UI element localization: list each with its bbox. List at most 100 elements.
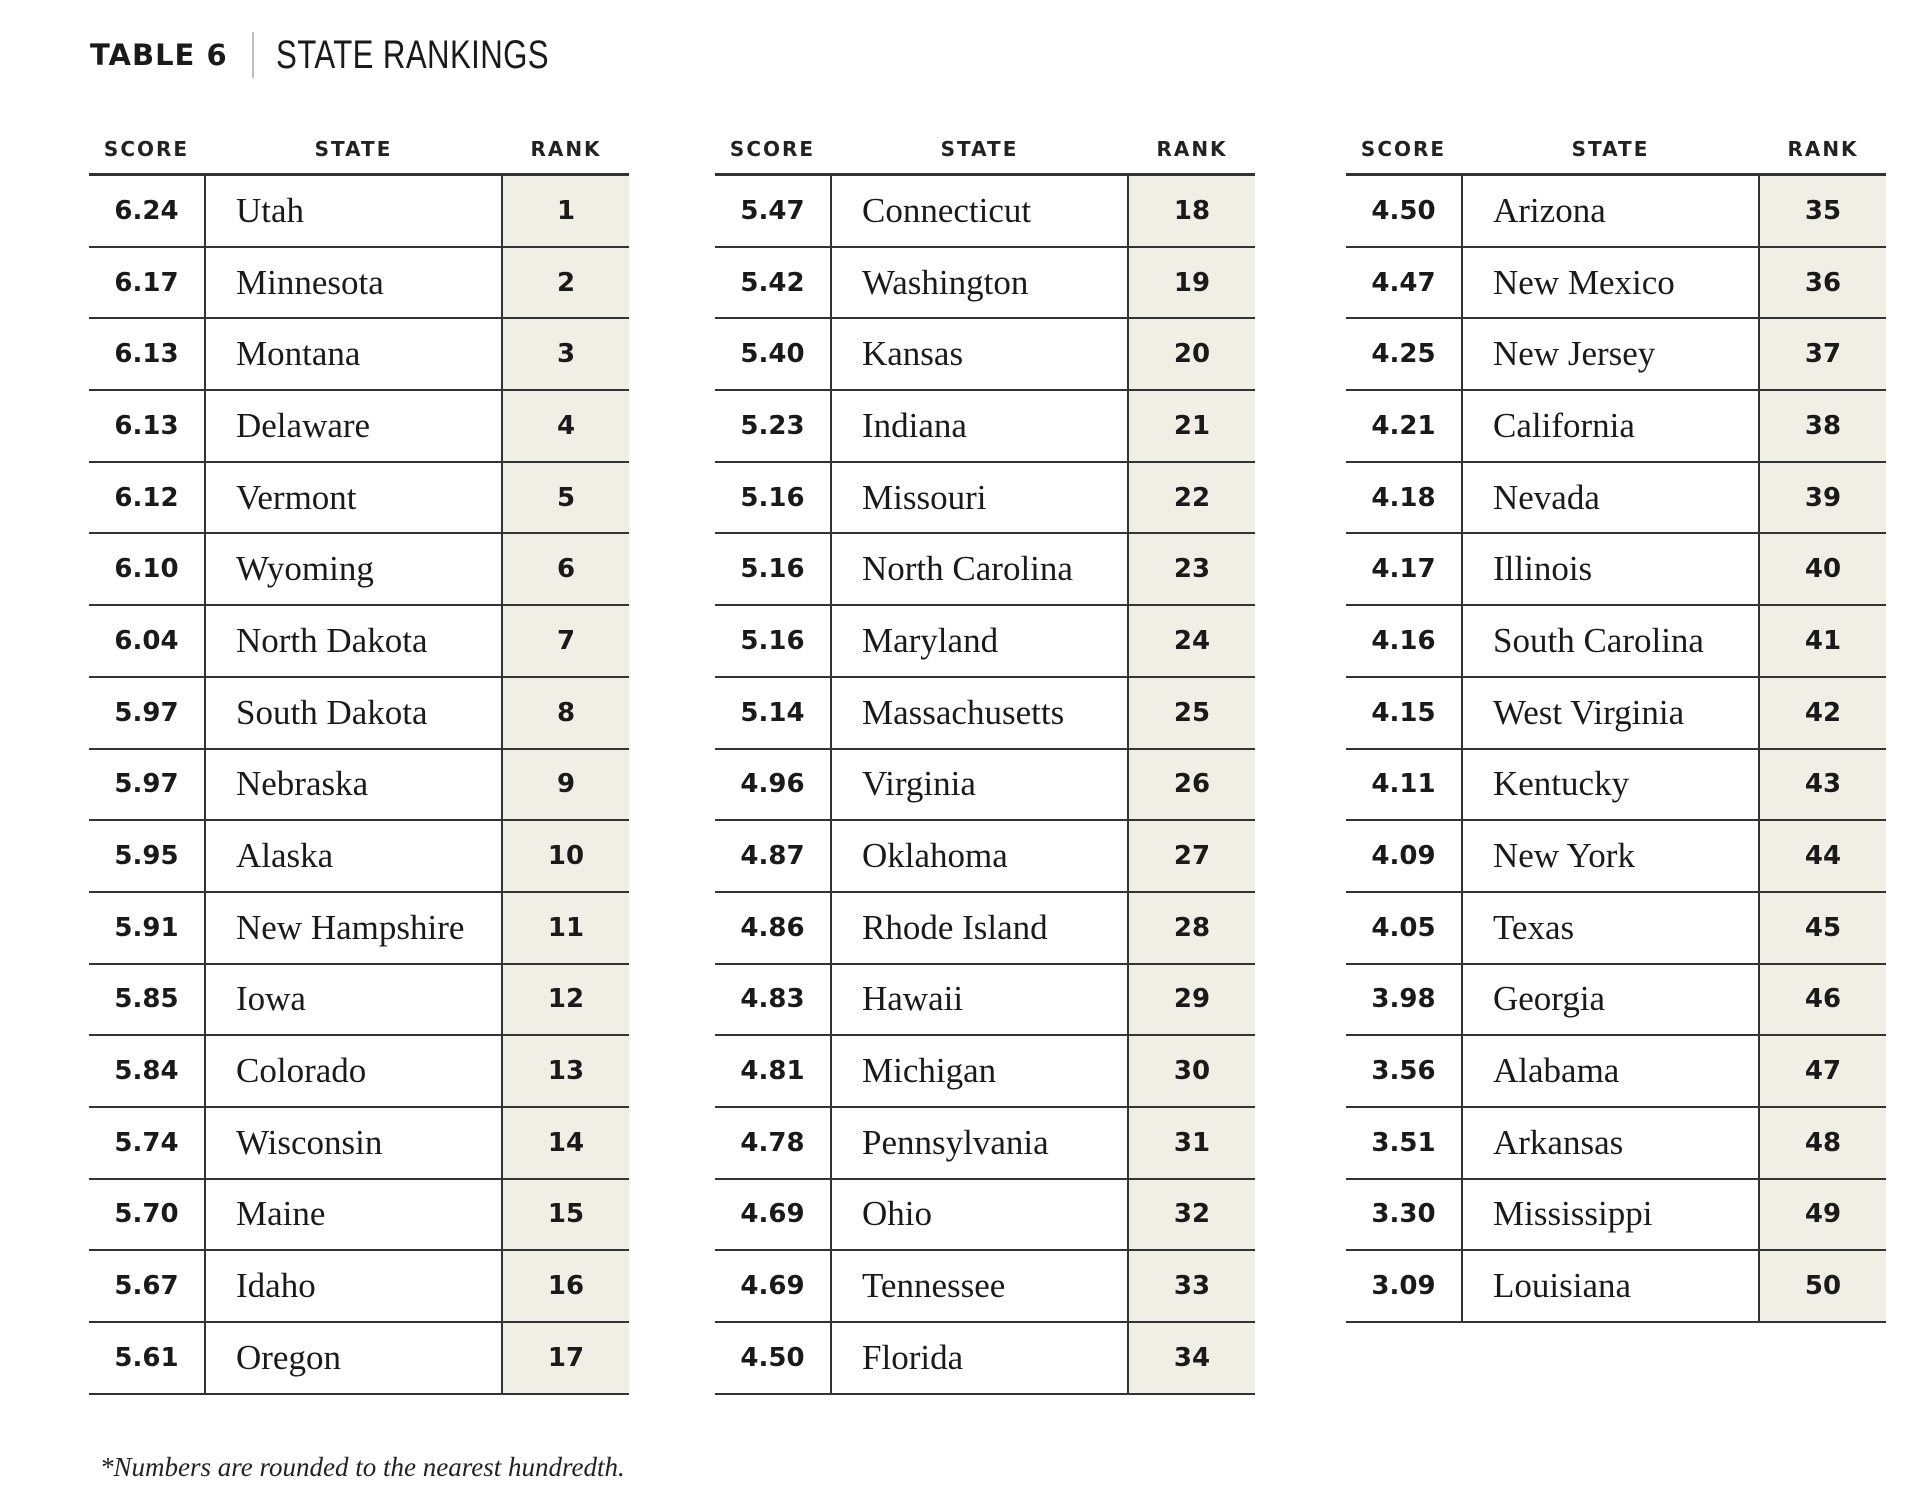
score-cell: 4.96 [740,769,805,800]
title-divider [251,32,254,78]
score-cell: 5.42 [740,267,805,298]
score-cell: 4.69 [740,1199,805,1230]
table-row: 3.09 Louisiana 50 [1346,1251,1886,1323]
rank-cell: 26 [1129,749,1255,820]
table-row: 5.16 North Carolina 23 [715,534,1255,607]
table-row: 4.09 New York 44 [1346,821,1886,893]
table-row: 3.51 Arkansas 48 [1346,1107,1886,1180]
score-cell: 4.15 [1371,697,1436,728]
state-cell: California [1461,391,1760,461]
table-row: 3.30 Mississippi 49 [1346,1179,1886,1252]
score-cell: 5.16 [740,554,805,585]
table-row: 5.42 Washington 19 [715,247,1255,320]
rank-cell: 39 [1760,462,1886,533]
table-row: 5.85 Iowa 12 [89,964,629,1037]
state-cell: Pennsylvania [830,1107,1129,1178]
state-cell: Alabama [1461,1036,1760,1106]
score-cell: 4.25 [1371,339,1436,370]
state-cell: Massachusetts [830,677,1129,748]
rank-cell: 2 [503,247,629,318]
table-row: 5.16 Missouri 22 [715,462,1255,535]
score-cell: 4.09 [1371,841,1436,872]
score-cell: 6.24 [114,195,179,226]
score-cell: 4.18 [1371,482,1436,513]
rank-cell: 3 [503,319,629,390]
score-cell: 5.95 [114,841,179,872]
state-cell: Mississippi [1461,1179,1760,1250]
rank-cell: 38 [1760,391,1886,461]
table-row: 5.74 Wisconsin 14 [89,1107,629,1180]
table-row: 4.87 Oklahoma 27 [715,821,1255,893]
score-cell: 5.40 [740,339,805,370]
table-name: STATE RANKINGS [275,32,549,77]
rank-cell: 8 [503,677,629,748]
score-cell: 5.70 [114,1199,179,1230]
rank-cell: 11 [503,892,629,963]
state-cell: Michigan [830,1036,1129,1106]
score-cell: 4.05 [1371,912,1436,943]
rank-cell: 27 [1129,821,1255,891]
rank-column-header: RANK [530,136,602,161]
rank-cell: 23 [1129,534,1255,605]
table-row: 4.17 Illinois 40 [1346,534,1886,607]
score-cell: 4.11 [1371,769,1436,800]
state-cell: North Dakota [204,606,503,676]
rank-cell: 13 [503,1036,629,1106]
state-cell: Delaware [204,391,503,461]
state-cell: Arkansas [1461,1107,1760,1178]
score-column-header: SCORE [1360,136,1447,161]
rankings-block-3: SCORE STATE RANK 4.50 Arizona 35 4.47 New Me… [1346,124,1886,1323]
state-cell: Virginia [830,749,1129,820]
rank-column-header: RANK [1787,136,1859,161]
state-cell: Tennessee [830,1251,1129,1321]
table-row: 3.56 Alabama 47 [1346,1036,1886,1108]
rank-cell: 45 [1760,892,1886,963]
table-row: 5.91 New Hampshire 11 [89,892,629,965]
state-cell: Nebraska [204,749,503,820]
state-column-header: STATE [1571,136,1650,161]
table-row: 4.83 Hawaii 29 [715,964,1255,1037]
table-row: 5.61 Oregon 17 [89,1323,629,1395]
state-cell: New York [1461,821,1760,891]
rank-cell: 12 [503,964,629,1035]
score-cell: 4.47 [1371,267,1436,298]
rank-cell: 6 [503,534,629,605]
score-cell: 5.23 [740,410,805,441]
footnote: *Numbers are rounded to the nearest hund… [100,1452,625,1482]
state-cell: Hawaii [830,964,1129,1035]
rank-cell: 28 [1129,892,1255,963]
score-cell: 3.56 [1371,1056,1436,1087]
score-cell: 4.83 [740,984,805,1015]
state-cell: Montana [204,319,503,390]
state-cell: New Jersey [1461,319,1760,390]
table-row: 4.25 New Jersey 37 [1346,319,1886,392]
rank-cell: 48 [1760,1107,1886,1178]
score-cell: 5.14 [740,697,805,728]
score-cell: 5.97 [114,769,179,800]
table-row: 4.21 California 38 [1346,391,1886,463]
state-cell: Utah [204,176,503,246]
table-row: 4.11 Kentucky 43 [1346,749,1886,822]
rank-cell: 42 [1760,677,1886,748]
state-cell: Kansas [830,319,1129,390]
rank-cell: 17 [503,1323,629,1393]
score-cell: 5.85 [114,984,179,1015]
state-cell: Ohio [830,1179,1129,1250]
state-cell: Texas [1461,892,1760,963]
score-cell: 5.61 [114,1342,179,1373]
state-cell: New Hampshire [204,892,503,963]
table-row: 5.84 Colorado 13 [89,1036,629,1108]
rank-cell: 21 [1129,391,1255,461]
score-column-header: SCORE [103,136,190,161]
table-row: 6.12 Vermont 5 [89,462,629,535]
state-cell: New Mexico [1461,247,1760,318]
score-cell: 4.17 [1371,554,1436,585]
table-row: 5.40 Kansas 20 [715,319,1255,392]
table-row: 6.13 Delaware 4 [89,391,629,463]
score-cell: 6.13 [114,410,179,441]
state-cell: Illinois [1461,534,1760,605]
table-row: 4.05 Texas 45 [1346,892,1886,965]
score-cell: 5.84 [114,1056,179,1087]
rank-cell: 16 [503,1251,629,1321]
table-row: 4.96 Virginia 26 [715,749,1255,822]
